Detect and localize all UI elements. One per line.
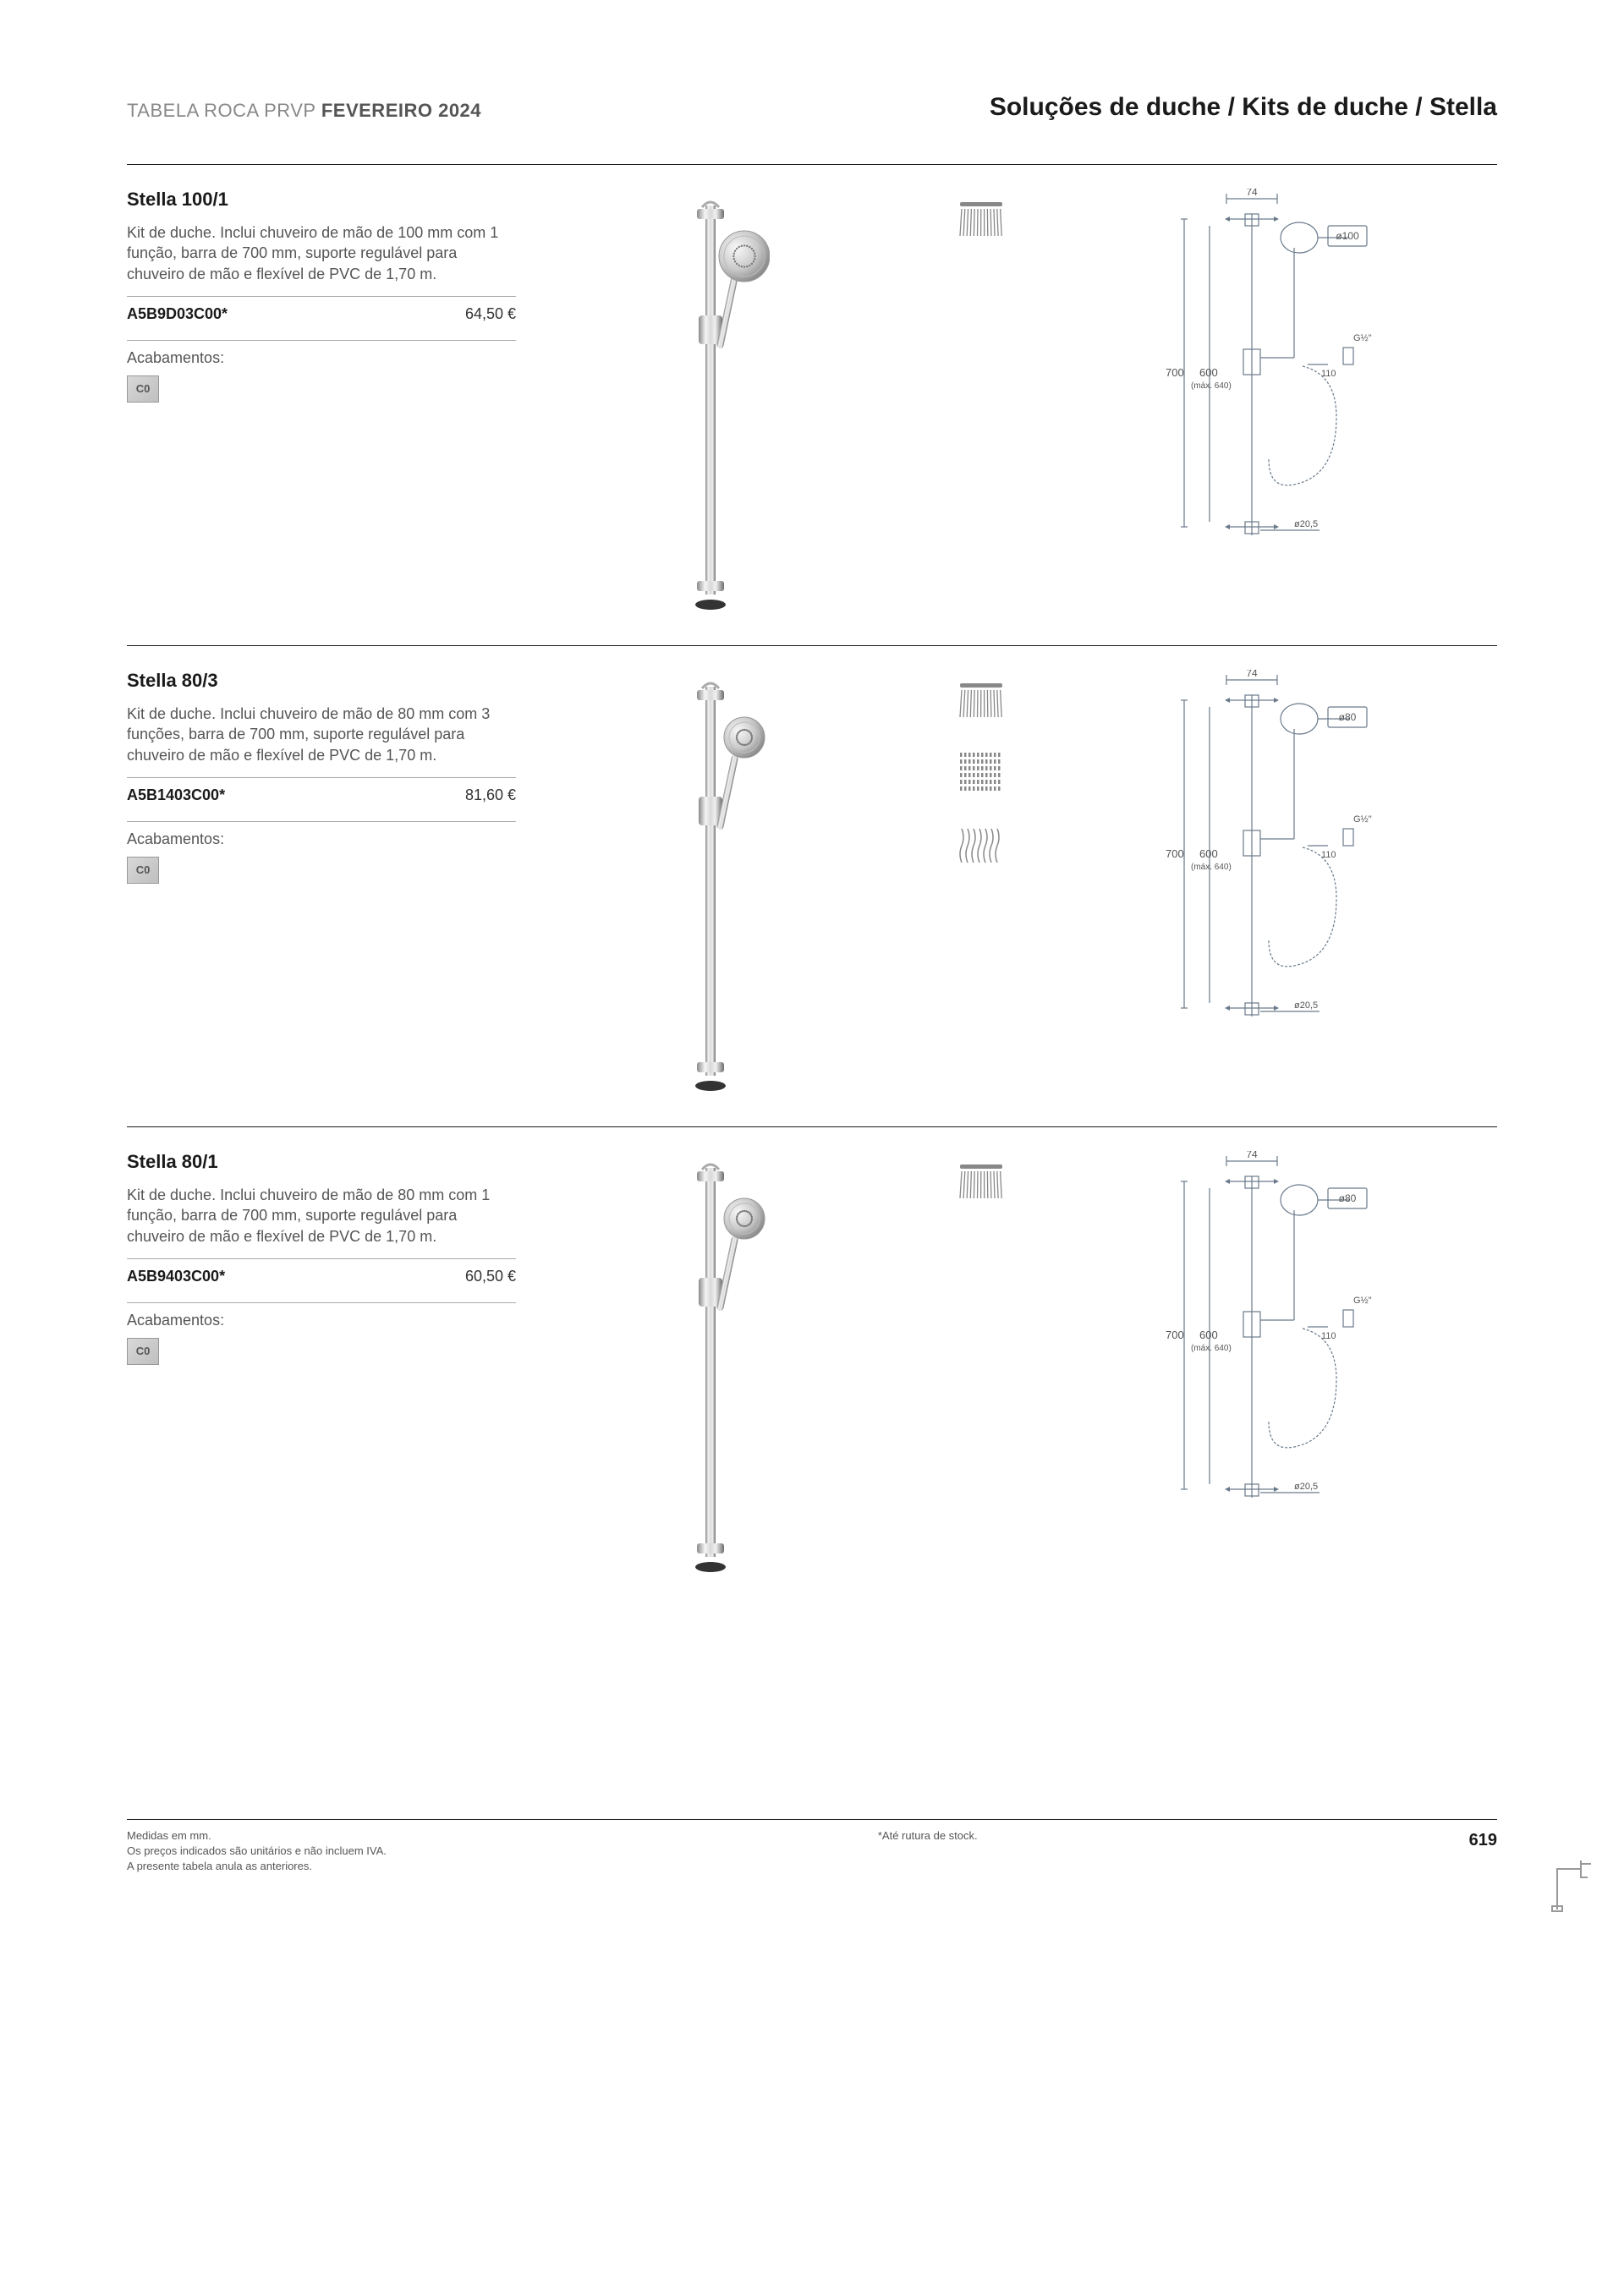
product-photo: [550, 1126, 871, 1574]
spray-patterns: [905, 164, 1057, 611]
spray-patterns: [905, 1126, 1057, 1574]
catalog-page: TABELA ROCA PRVP FEVEREIRO 2024 Soluções…: [0, 0, 1624, 2296]
page-header: TABELA ROCA PRVP FEVEREIRO 2024 Soluções…: [127, 93, 1497, 122]
finish-swatch: C0: [127, 857, 159, 884]
breadcrumb: Soluções de duche / Kits de duche / Stel…: [990, 93, 1497, 122]
footer-line3: A presente tabela anula as anteriores.: [127, 1859, 387, 1874]
footer-notes: Medidas em mm. Os preços indicados são u…: [127, 1828, 387, 1875]
product-code: A5B9D03C00*: [127, 305, 228, 323]
code-price-row: A5B1403C00* 81,60 €: [127, 777, 516, 804]
technical-drawing: 74 ø80 G½" 110: [1091, 1126, 1429, 1574]
technical-drawing: 74 ø100 G½" 110: [1091, 164, 1429, 611]
finish-label: Acabamentos:: [127, 340, 516, 367]
svg-text:(máx. 640): (máx. 640): [1191, 1344, 1232, 1353]
spray-patterns: [905, 645, 1057, 1093]
svg-text:ø80: ø80: [1339, 1192, 1357, 1204]
svg-text:ø20,5: ø20,5: [1294, 1000, 1318, 1011]
svg-text:G½": G½": [1353, 1296, 1372, 1306]
svg-text:600: 600: [1199, 366, 1218, 379]
product-row: Stella 80/1 Kit de duche. Inclui chuveir…: [127, 1126, 1497, 1608]
product-row: Stella 100/1 Kit de duche. Inclui chuvei…: [127, 164, 1497, 645]
footer-line1: Medidas em mm.: [127, 1828, 387, 1844]
finish-swatch: C0: [127, 375, 159, 403]
product-title: Stella 80/1: [127, 1151, 516, 1173]
svg-text:74: 74: [1246, 189, 1258, 198]
product-info: Stella 80/1 Kit de duche. Inclui chuveir…: [127, 1151, 516, 1574]
svg-text:G½": G½": [1353, 814, 1372, 825]
header-left: TABELA ROCA PRVP FEVEREIRO 2024: [127, 100, 481, 122]
svg-text:74: 74: [1246, 1151, 1258, 1160]
svg-text:700: 700: [1166, 1329, 1184, 1341]
svg-text:ø20,5: ø20,5: [1294, 519, 1318, 529]
product-title: Stella 80/3: [127, 670, 516, 692]
header-date: FEVEREIRO 2024: [321, 100, 481, 121]
svg-text:ø100: ø100: [1336, 230, 1359, 242]
svg-text:74: 74: [1246, 670, 1258, 679]
svg-text:600: 600: [1199, 1329, 1218, 1341]
product-row: Stella 80/3 Kit de duche. Inclui chuveir…: [127, 645, 1497, 1126]
page-footer: Medidas em mm. Os preços indicados são u…: [127, 1828, 1497, 1875]
finish-label: Acabamentos:: [127, 821, 516, 848]
footer-line2: Os preços indicados são unitários e não …: [127, 1844, 387, 1859]
svg-text:700: 700: [1166, 847, 1184, 860]
finish-label: Acabamentos:: [127, 1302, 516, 1329]
svg-text:600: 600: [1199, 847, 1218, 860]
product-description: Kit de duche. Inclui chuveiro de mão de …: [127, 1185, 516, 1247]
svg-text:ø20,5: ø20,5: [1294, 1482, 1318, 1492]
code-price-row: A5B9D03C00* 64,50 €: [127, 296, 516, 323]
header-prefix: TABELA ROCA PRVP: [127, 100, 315, 121]
svg-text:110: 110: [1321, 850, 1336, 860]
product-description: Kit de duche. Inclui chuveiro de mão de …: [127, 222, 516, 284]
technical-drawing: 74 ø80 G½" 110: [1091, 645, 1429, 1093]
product-info: Stella 80/3 Kit de duche. Inclui chuveir…: [127, 670, 516, 1093]
product-code: A5B9403C00*: [127, 1268, 225, 1285]
svg-text:110: 110: [1321, 369, 1336, 379]
product-title: Stella 100/1: [127, 189, 516, 211]
svg-text:G½": G½": [1353, 333, 1372, 343]
footer-stock-note: *Até rutura de stock.: [878, 1828, 978, 1844]
product-price: 64,50 €: [465, 305, 516, 323]
product-description: Kit de duche. Inclui chuveiro de mão de …: [127, 704, 516, 765]
product-info: Stella 100/1 Kit de duche. Inclui chuvei…: [127, 189, 516, 611]
svg-text:(máx. 640): (máx. 640): [1191, 863, 1232, 872]
product-photo: [550, 164, 871, 611]
product-price: 60,50 €: [465, 1268, 516, 1285]
product-code: A5B1403C00*: [127, 786, 225, 804]
code-price-row: A5B9403C00* 60,50 €: [127, 1258, 516, 1285]
product-price: 81,60 €: [465, 786, 516, 804]
svg-text:700: 700: [1166, 366, 1184, 379]
svg-text:110: 110: [1321, 1331, 1336, 1341]
finish-swatch: C0: [127, 1338, 159, 1365]
page-number: 619: [1469, 1828, 1497, 1852]
footer-rule: [127, 1819, 1497, 1820]
svg-text:ø80: ø80: [1339, 711, 1357, 723]
faucet-section-icon: [1540, 1852, 1594, 1917]
product-photo: [550, 645, 871, 1093]
svg-text:(máx. 640): (máx. 640): [1191, 381, 1232, 391]
